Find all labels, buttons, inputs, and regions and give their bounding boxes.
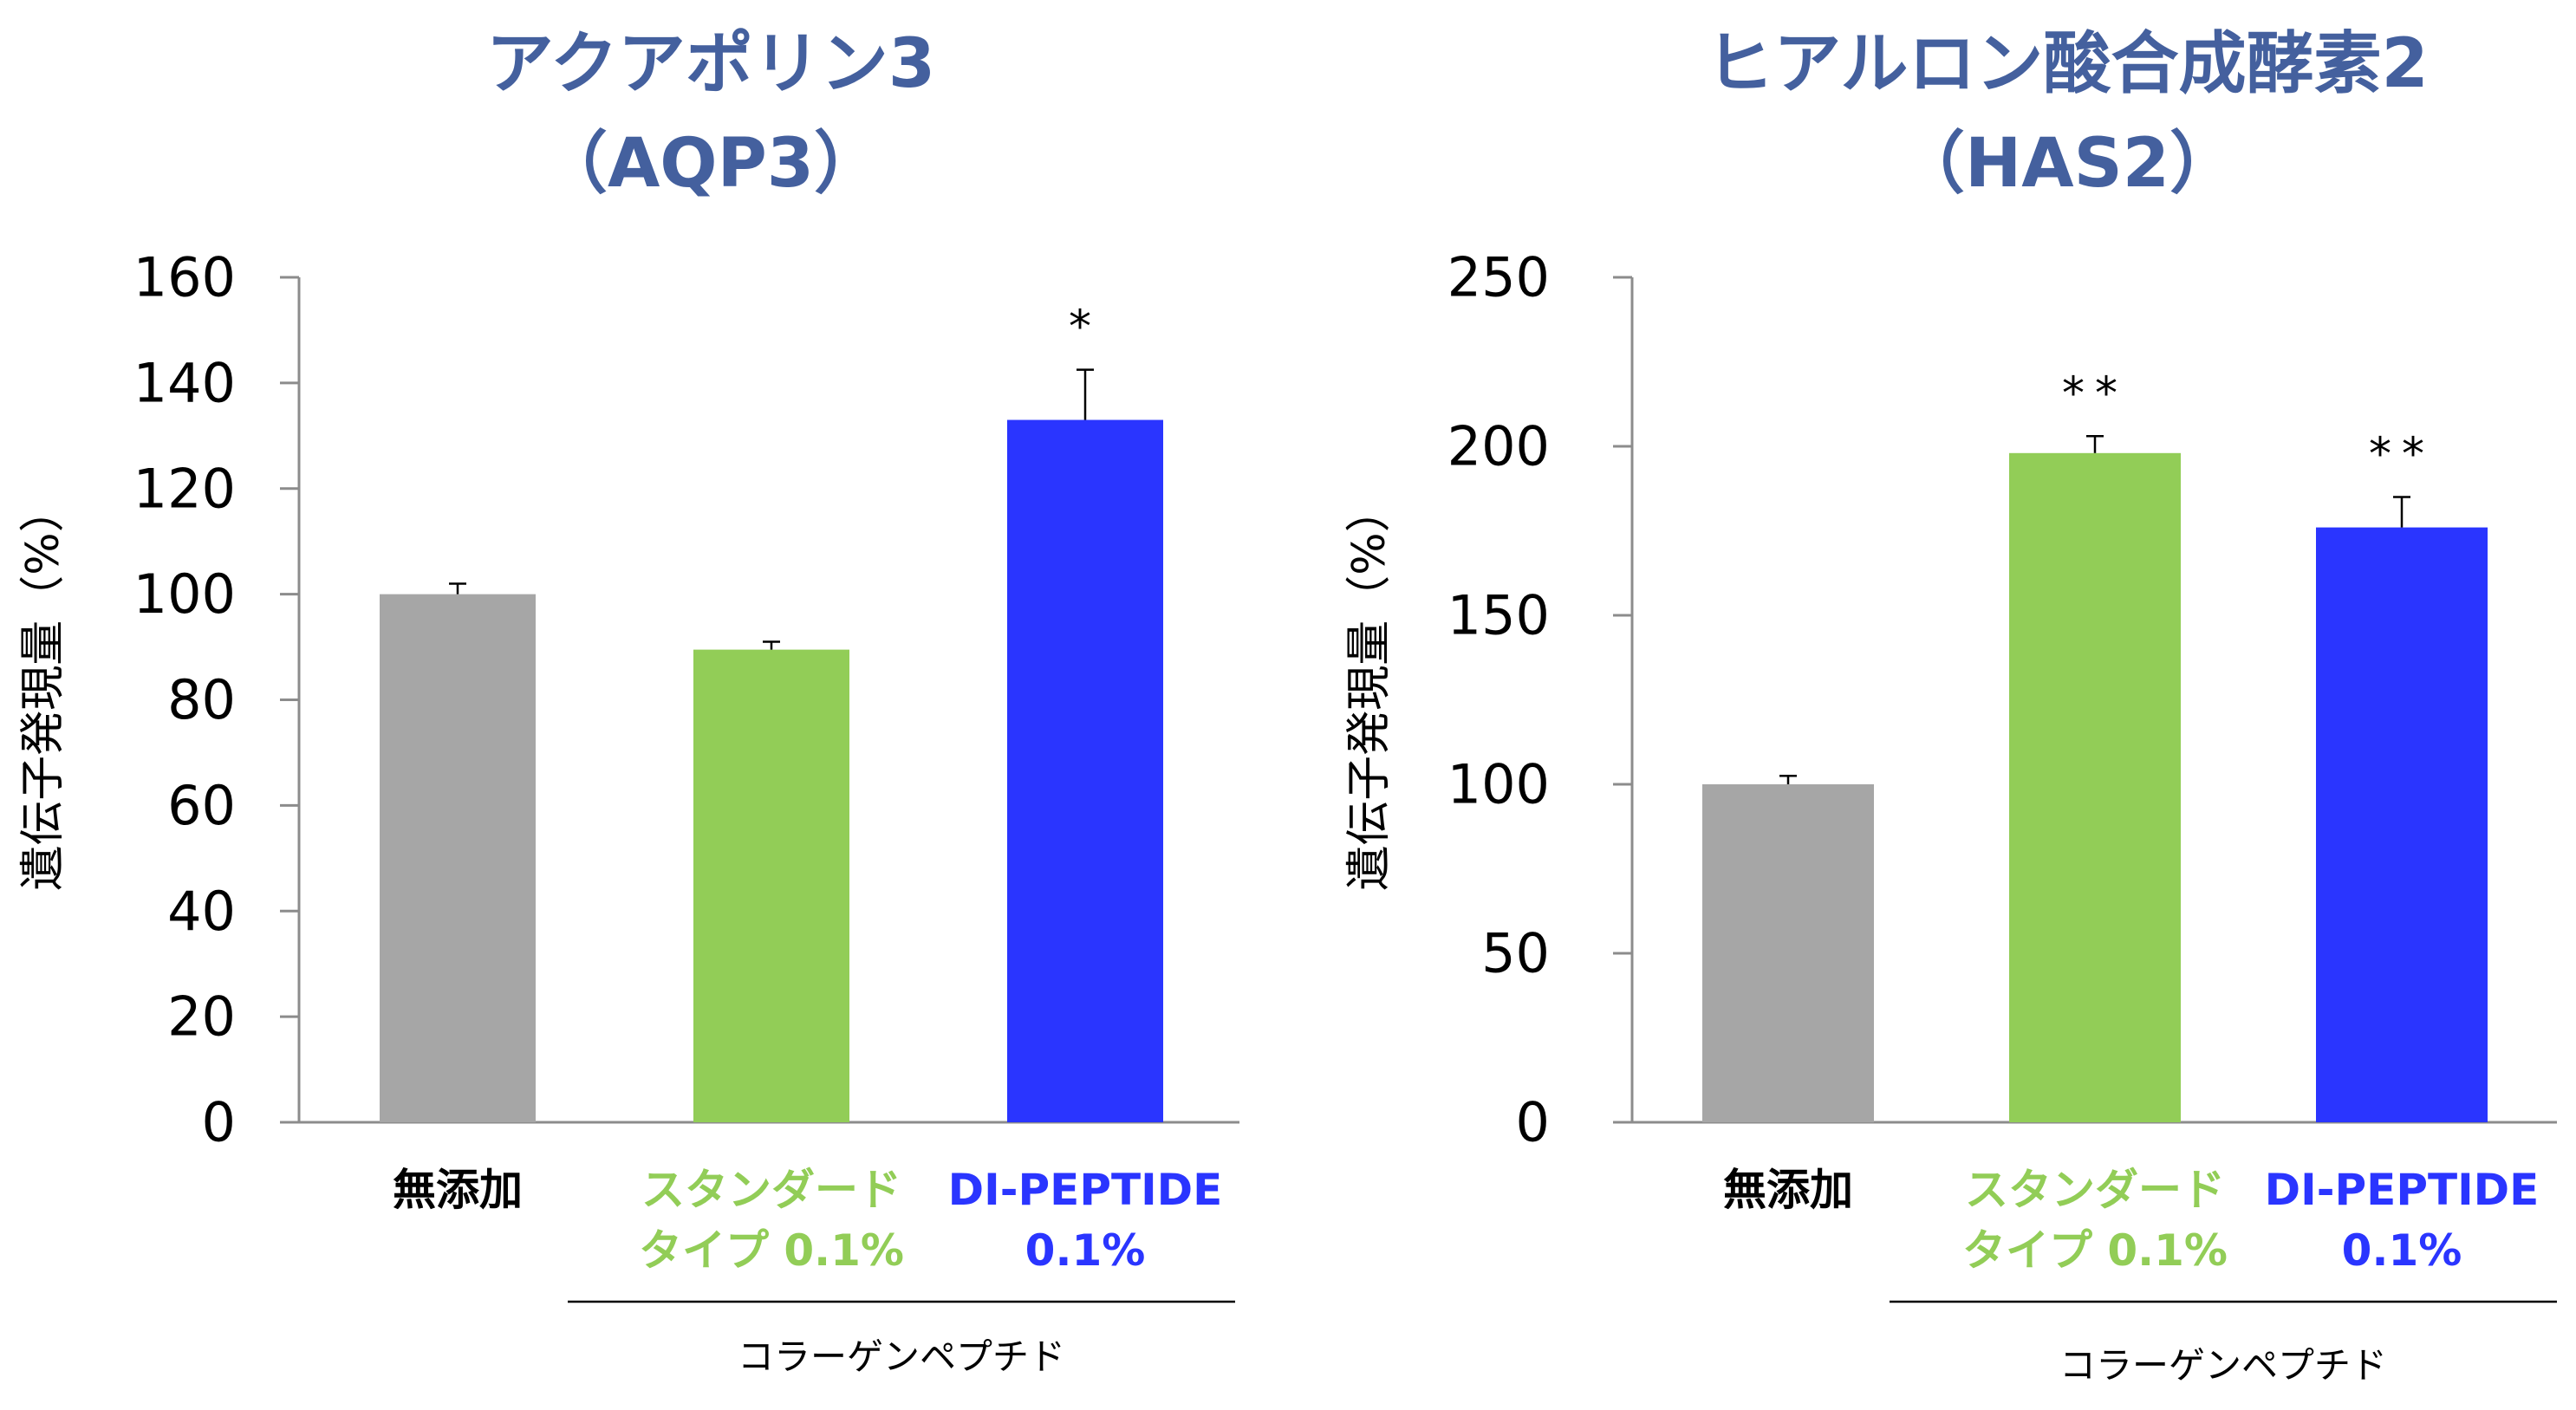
y-axis-label: 遺伝子発現量（%）	[1343, 487, 1395, 890]
y-tick-label: 20	[167, 985, 236, 1049]
category-label: 無添加	[393, 1165, 523, 1215]
bar	[1702, 784, 1874, 1122]
y-tick-label: 80	[167, 668, 236, 731]
category-label: タイプ 0.1%	[639, 1225, 904, 1276]
y-tick-label: 140	[133, 351, 236, 414]
y-axis-label: 遺伝子発現量（%）	[17, 487, 69, 890]
category-label: スタンダード	[641, 1165, 901, 1215]
bar	[2009, 452, 2181, 1122]
chart-title-line: （HAS2）	[1897, 125, 2237, 203]
chart-2: ヒアルロン酸合成酵素2 （HAS2） 遺伝子発現量（%） 0 50 100 150 200 25…	[1343, 25, 2557, 1387]
y-tick-label: 120	[133, 457, 236, 520]
category-label: 0.1%	[1025, 1225, 1146, 1276]
y-tick-label: 100	[133, 562, 236, 626]
chart-1: アクアポリン3 （AQP3） 遺伝子発現量（%） 0 20 40 60 80 100 120 140…	[17, 25, 1239, 1378]
category-label: 無添加	[1723, 1165, 1853, 1215]
y-tick-label: 0	[202, 1091, 236, 1154]
category-label: DI-PEPTIDE	[948, 1165, 1223, 1215]
group-label: コラーゲンペプチド	[2059, 1344, 2387, 1387]
bar	[1007, 419, 1163, 1122]
y-tick-label: 0	[1516, 1091, 1550, 1154]
significance-marker: **	[2369, 429, 2435, 481]
significance-marker: *	[1069, 302, 1102, 354]
chart-title-line: ヒアルロン酸合成酵素2	[1706, 25, 2429, 103]
chart-title-line: アクアポリン3	[486, 25, 935, 103]
y-tick-label: 200	[1447, 415, 1550, 478]
category-label: 0.1%	[2342, 1225, 2462, 1276]
y-tick-label: 50	[1481, 922, 1550, 985]
category-label: タイプ 0.1%	[1962, 1225, 2228, 1276]
category-label: DI-PEPTIDE	[2265, 1165, 2540, 1215]
y-tick-label: 150	[1447, 584, 1550, 647]
bar	[693, 649, 849, 1122]
category-label: スタンダード	[1965, 1165, 2225, 1215]
bar	[380, 594, 536, 1122]
y-tick-label: 100	[1447, 753, 1550, 816]
chart-title-line: （AQP3）	[540, 125, 881, 203]
y-tick-label: 40	[167, 880, 236, 943]
y-tick-label: 160	[133, 246, 236, 309]
group-label: コラーゲンペプチド	[738, 1335, 1065, 1378]
bar	[2316, 527, 2488, 1122]
significance-marker: **	[2062, 367, 2128, 419]
y-tick-label: 250	[1447, 246, 1550, 309]
y-tick-label: 60	[167, 774, 236, 837]
